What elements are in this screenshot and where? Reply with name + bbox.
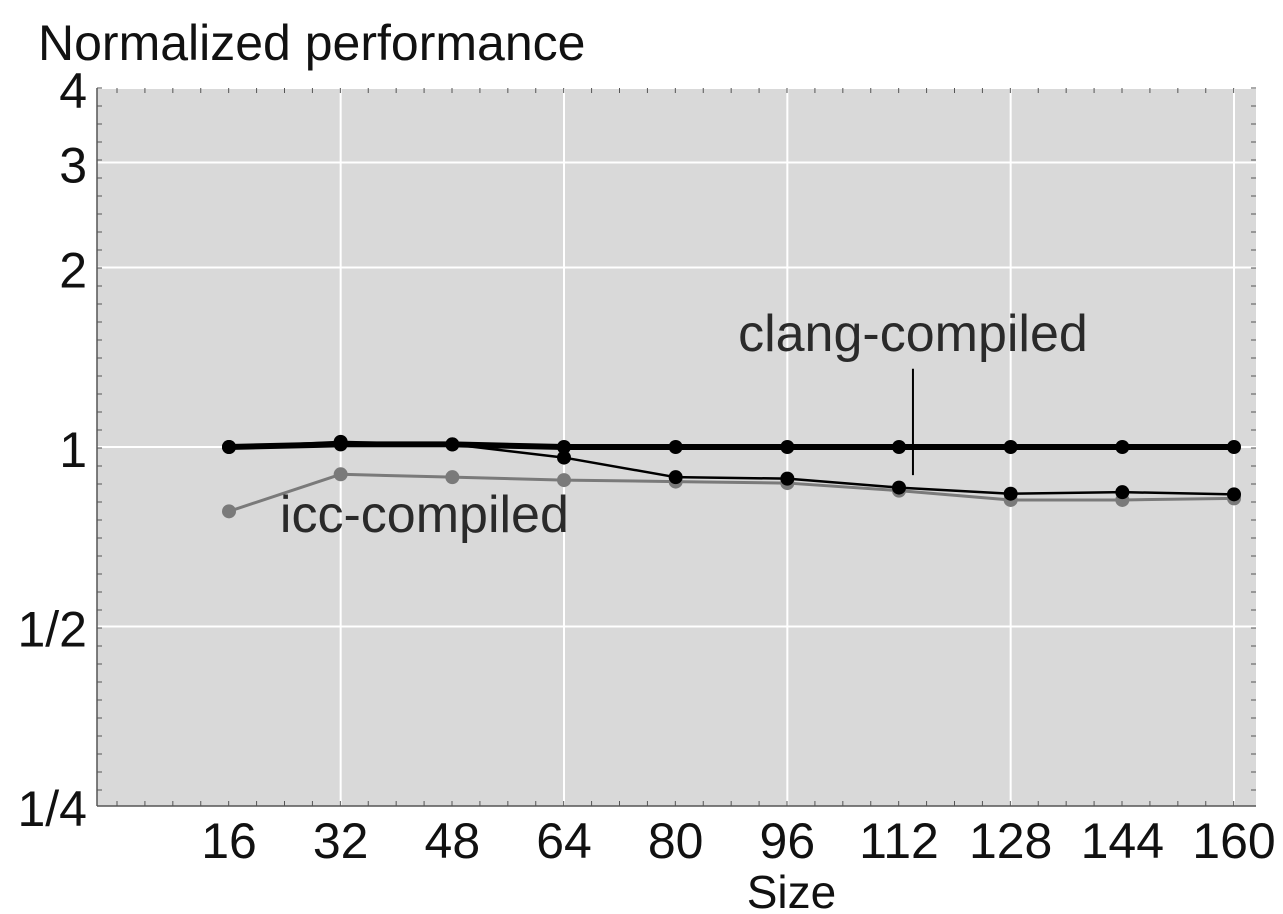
data-point-icc bbox=[333, 467, 348, 482]
data-point-clang bbox=[557, 450, 571, 465]
data-point-clang bbox=[1003, 486, 1018, 501]
annotation-label: icc-compiled bbox=[280, 486, 569, 544]
x-tick-label: 144 bbox=[1081, 813, 1164, 869]
data-point-clang bbox=[1115, 485, 1130, 500]
data-point-baseline bbox=[222, 440, 236, 454]
annotations: clang-compiled icc-compiled bbox=[280, 305, 1088, 544]
data-point-baseline bbox=[1227, 440, 1241, 454]
data-point-clang bbox=[892, 480, 906, 495]
x-tick-label: 128 bbox=[969, 813, 1052, 869]
y-tick-label: 1/2 bbox=[17, 602, 87, 658]
y-tick-label: 4 bbox=[59, 63, 87, 119]
x-tick-label: 48 bbox=[425, 813, 481, 869]
x-tick-label: 64 bbox=[536, 813, 592, 869]
x-axis-label: Size bbox=[747, 866, 836, 914]
data-point-baseline bbox=[1115, 440, 1130, 454]
data-point-clang bbox=[1227, 487, 1241, 502]
y-axis-label: Normalized performance bbox=[38, 15, 585, 71]
series-line-baseline bbox=[228, 441, 1234, 450]
series-line-icc bbox=[228, 472, 1235, 513]
x-tick-label: 112 bbox=[859, 813, 939, 869]
y-tick-label: 2 bbox=[59, 243, 87, 299]
annotation-label: clang-compiled bbox=[738, 305, 1088, 363]
data-point-baseline bbox=[892, 440, 906, 454]
data-point-baseline bbox=[557, 440, 571, 454]
data-point-icc bbox=[445, 470, 460, 485]
axis-ticks: 1/4 1/2 1 2 3 4 16 32 48 64 80 96 112 128 144 160 bbox=[17, 63, 1275, 869]
data-point-icc bbox=[222, 504, 236, 519]
x-tick-label: 96 bbox=[760, 813, 816, 869]
x-tick-label: 16 bbox=[201, 813, 257, 869]
series bbox=[222, 434, 1241, 519]
x-tick-label: 32 bbox=[313, 813, 369, 869]
y-tick-label: 3 bbox=[59, 137, 87, 193]
data-point-clang bbox=[668, 470, 683, 485]
y-tick-label: 1 bbox=[59, 422, 87, 478]
x-tick-label: 80 bbox=[648, 813, 704, 869]
data-point-baseline bbox=[333, 437, 348, 452]
data-point-baseline bbox=[445, 437, 460, 452]
data-point-baseline bbox=[780, 440, 795, 454]
y-tick-label: 1/4 bbox=[17, 781, 87, 837]
x-tick-label: 160 bbox=[1192, 813, 1275, 869]
data-point-baseline bbox=[1003, 440, 1018, 454]
data-point-icc bbox=[557, 473, 571, 488]
data-point-baseline bbox=[668, 440, 683, 454]
data-point-clang bbox=[780, 471, 795, 486]
